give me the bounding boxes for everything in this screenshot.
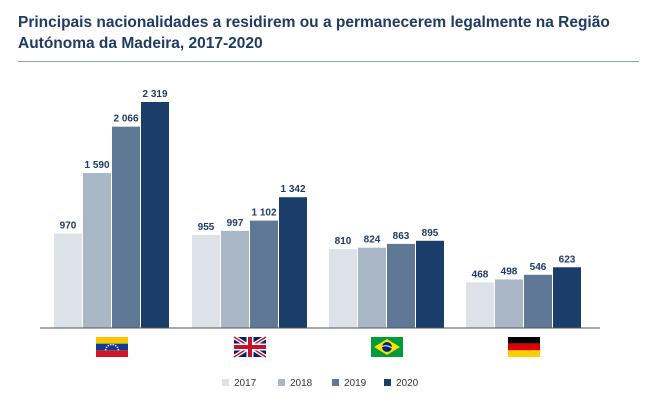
bar-venezuela-flag-2017 [54,233,82,328]
value-label-united-kingdom-flag-2020: 1 342 [280,184,305,195]
value-label-brazil-flag-2019: 863 [393,231,410,242]
legend-swatch-2020 [384,379,391,386]
legend-item-2018: 2018 [278,378,313,389]
category-flags-layer [96,335,540,359]
bar-germany-flag-2020 [553,267,581,328]
brazil-flag [371,337,403,357]
united-kingdom-flag [232,335,268,359]
bars-layer [54,102,581,329]
bar-venezuela-flag-2019 [112,126,140,329]
legend-item-2017: 2017 [222,378,257,389]
bar-brazil-flag-2020 [416,240,444,328]
bar-united-kingdom-flag-2017 [192,234,220,328]
legend-swatch-2018 [278,379,285,386]
bar-brazil-flag-2018 [358,247,386,328]
bar-united-kingdom-flag-2019 [250,220,278,328]
bar-germany-flag-2017 [466,282,494,328]
legend-swatch-2017 [222,379,229,386]
value-label-germany-flag-2019: 546 [530,262,547,273]
bar-germany-flag-2019 [524,274,552,328]
value-label-germany-flag-2020: 623 [559,254,576,265]
value-label-venezuela-flag-2018: 1 590 [84,160,109,171]
value-label-germany-flag-2018: 498 [501,266,518,277]
value-label-germany-flag-2017: 468 [472,269,489,280]
legend-item-2020: 2020 [384,378,419,389]
bar-brazil-flag-2019 [387,243,415,328]
legend-item-2019: 2019 [332,378,367,389]
value-label-venezuela-flag-2020: 2 319 [142,89,167,100]
legend-label-2017: 2017 [234,378,257,389]
value-label-united-kingdom-flag-2018: 997 [227,218,244,229]
bar-brazil-flag-2017 [329,249,357,328]
germany-flag [508,337,540,357]
value-label-brazil-flag-2020: 895 [422,228,439,239]
chart-title: Principais nacionalidades a residirem ou… [18,14,610,52]
legend-label-2020: 2020 [396,378,419,389]
value-labels-layer: 970 1 590 2 066 2 319 955 997 1 102 1 342 810 824… [60,89,576,280]
bar-venezuela-flag-2020 [141,102,169,328]
legend: 2017 2018 2019 2020 [222,378,419,389]
legend-swatch-2019 [332,379,339,386]
value-label-brazil-flag-2018: 824 [364,235,381,246]
value-label-united-kingdom-flag-2019: 1 102 [251,208,276,219]
value-label-venezuela-flag-2019: 2 066 [113,114,138,125]
legend-label-2019: 2019 [344,378,367,389]
title-divider [18,61,639,62]
bar-venezuela-flag-2018 [83,173,111,328]
bar-united-kingdom-flag-2018 [221,230,249,328]
venezuela-flag [96,337,128,357]
bar-united-kingdom-flag-2020 [279,197,307,328]
legend-label-2018: 2018 [290,378,313,389]
value-label-venezuela-flag-2017: 970 [60,220,77,231]
bar-germany-flag-2018 [495,279,523,328]
value-label-united-kingdom-flag-2017: 955 [198,222,215,233]
value-label-brazil-flag-2017: 810 [335,236,352,247]
